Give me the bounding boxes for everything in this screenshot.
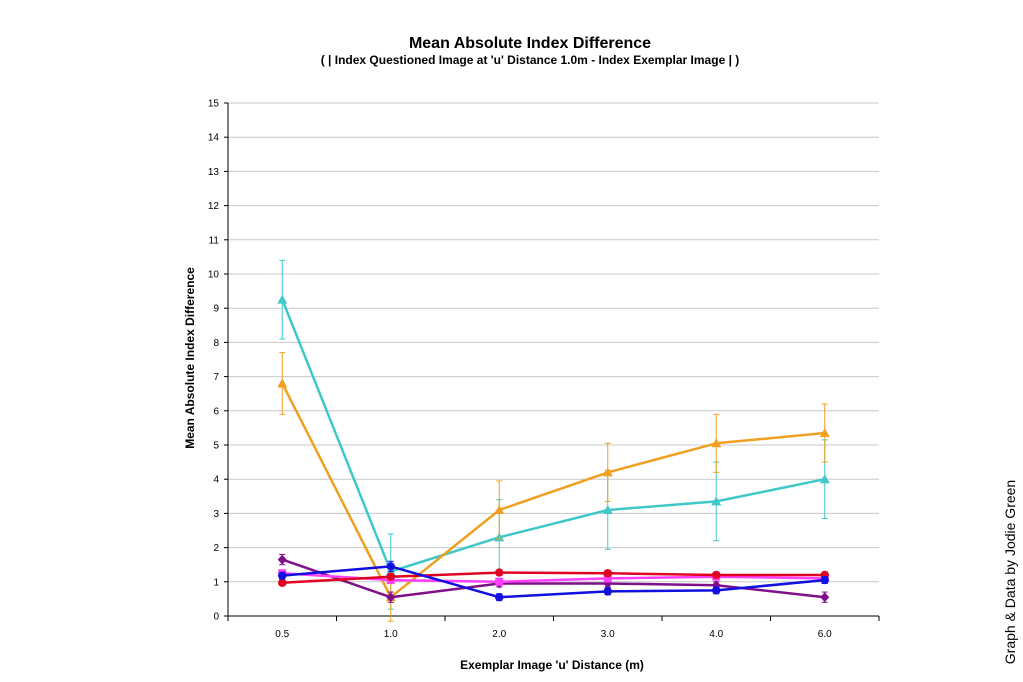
data-point: [820, 575, 829, 585]
data-point: [819, 474, 830, 484]
x-tick-label: 0.5: [275, 629, 289, 640]
y-tick-label: 3: [213, 509, 219, 520]
gridlines: [228, 102, 879, 583]
y-tick-label: 4: [213, 475, 219, 486]
series-line: [281, 382, 825, 599]
data-point: [712, 570, 721, 580]
y-tick-label: 15: [208, 99, 220, 110]
x-axis-ticks: 0.5 1.0 2.0 3.0 4.0 6.0: [227, 616, 880, 640]
y-tick-label: 12: [208, 201, 220, 212]
data-point: [602, 467, 613, 477]
chart-title: Mean Absolute Index Difference: [409, 35, 651, 52]
x-tick-label: 4.0: [709, 629, 723, 640]
data-point: [278, 571, 287, 580]
series-line: [281, 299, 826, 573]
y-tick-label: 1: [213, 577, 219, 588]
data-point: [495, 568, 504, 577]
credit-text: Graph & Data by Jodie Green: [1002, 480, 1018, 664]
chart-subtitle: ( | Index Questioned Image at 'u' Distan…: [321, 53, 740, 67]
x-axis-label: Exemplar Image 'u' Distance (m): [460, 658, 644, 672]
y-tick-label: 11: [209, 235, 220, 246]
series-5: [278, 568, 829, 588]
data-point: [386, 592, 396, 603]
data-point: [602, 504, 613, 514]
y-tick-label: 0: [213, 612, 219, 623]
data-point: [711, 438, 722, 448]
axes: [227, 103, 879, 617]
y-tick-label: 14: [208, 133, 220, 144]
y-tick-label: 13: [208, 167, 220, 178]
data-point: [386, 562, 395, 571]
y-tick-label: 6: [213, 406, 219, 417]
series-line: [282, 565, 825, 599]
data-point: [386, 572, 395, 581]
data-point: [495, 577, 504, 586]
data-point: [495, 592, 504, 602]
data-point: [277, 294, 288, 304]
series-line: [282, 571, 825, 585]
x-tick-label: 6.0: [818, 629, 832, 640]
y-tick-label: 10: [208, 270, 220, 281]
data-point: [820, 592, 830, 603]
x-tick-label: 3.0: [601, 629, 615, 640]
x-tick-label: 1.0: [384, 629, 398, 640]
series-6: [278, 560, 829, 602]
data-point: [712, 586, 721, 595]
data-point: [278, 578, 287, 588]
y-tick-label: 7: [213, 372, 219, 383]
y-tick-label: 9: [213, 304, 219, 315]
series-line: [281, 558, 825, 599]
series-group: [277, 259, 830, 622]
data-point: [603, 574, 612, 583]
y-tick-label: 5: [213, 441, 219, 452]
y-tick-label: 2: [213, 543, 219, 554]
data-point: [277, 378, 288, 388]
x-tick-label: 2.0: [492, 629, 506, 640]
data-point: [711, 496, 722, 506]
y-tick-label: 8: [213, 338, 219, 349]
series-1: [277, 259, 830, 610]
data-point: [494, 504, 505, 514]
data-point: [603, 587, 612, 596]
data-point: [277, 554, 287, 565]
data-point: [603, 569, 612, 578]
data-point: [819, 428, 830, 438]
y-axis-label: Mean Absolute Index Difference: [183, 267, 197, 449]
